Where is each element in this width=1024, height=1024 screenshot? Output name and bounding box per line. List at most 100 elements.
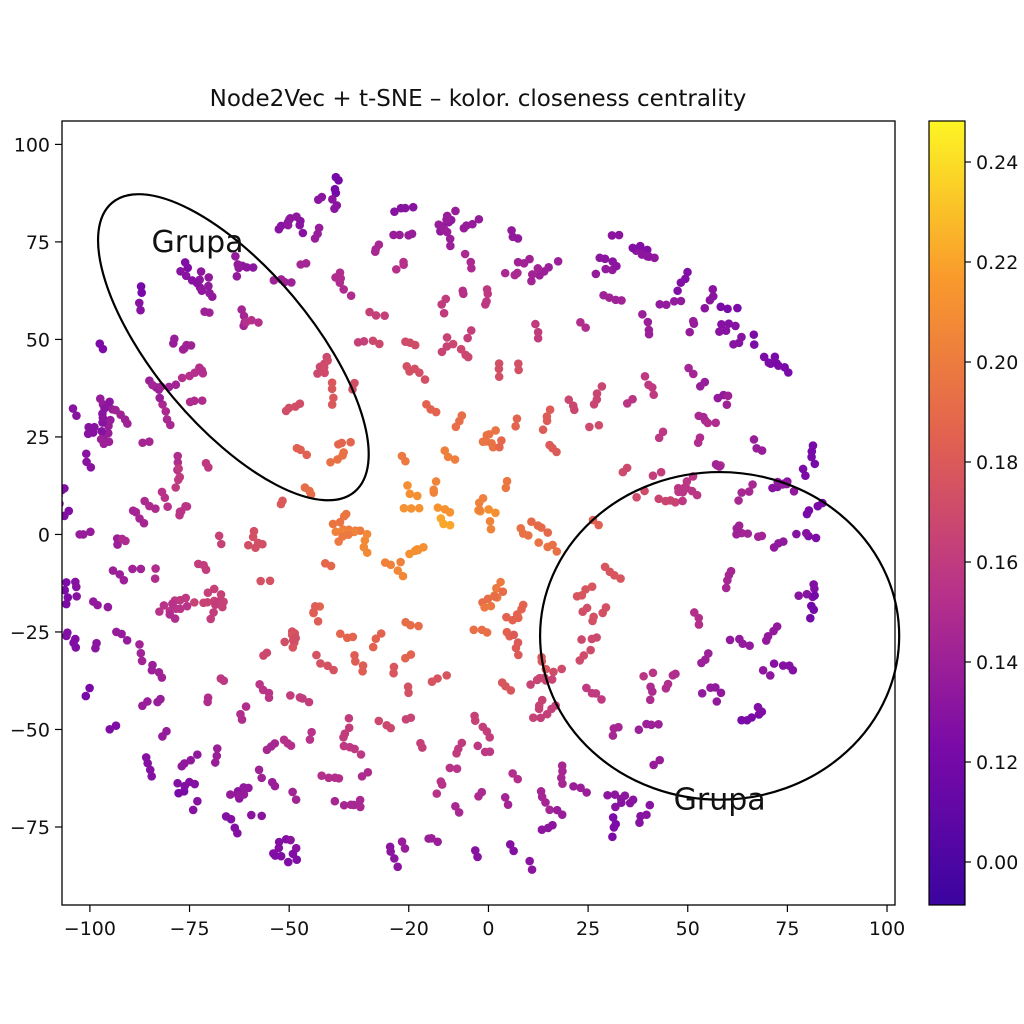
- colorbar: [928, 120, 966, 906]
- data-point: [180, 258, 190, 267]
- data-point: [414, 621, 423, 631]
- data-point: [528, 270, 537, 279]
- data-point: [469, 625, 479, 635]
- chart-title: Node2Vec + t-SNE – kolor. closeness cent…: [210, 86, 747, 112]
- data-point: [518, 600, 528, 610]
- y-tick-label: −50: [10, 719, 50, 741]
- data-point: [601, 603, 611, 612]
- data-point: [514, 365, 523, 375]
- data-point: [239, 790, 249, 799]
- data-point: [346, 800, 356, 810]
- data-point: [327, 378, 337, 387]
- data-point: [298, 228, 308, 238]
- data-point: [514, 650, 523, 660]
- data-point: [809, 580, 818, 589]
- data-point: [288, 849, 298, 859]
- data-point: [389, 668, 398, 678]
- data-point: [337, 438, 347, 448]
- data-point: [592, 633, 601, 642]
- data-point: [111, 405, 120, 415]
- data-point: [533, 333, 543, 343]
- data-point: [628, 243, 638, 253]
- data-point: [136, 305, 145, 315]
- x-tick-label: −50: [269, 918, 309, 940]
- data-point: [477, 787, 487, 797]
- data-point: [494, 372, 504, 382]
- data-point: [552, 547, 562, 556]
- data-point: [620, 791, 630, 800]
- data-point: [193, 559, 203, 569]
- data-point: [635, 818, 644, 828]
- data-point: [145, 437, 154, 447]
- data-point: [389, 662, 399, 672]
- data-point: [339, 800, 349, 810]
- data-point: [356, 750, 366, 759]
- data-point: [368, 336, 378, 346]
- data-point: [585, 422, 594, 432]
- data-point: [724, 319, 734, 328]
- data-point: [162, 726, 171, 736]
- data-point: [764, 358, 774, 367]
- data-point: [190, 779, 200, 789]
- data-point: [468, 219, 477, 229]
- data-point: [722, 400, 732, 409]
- data-point: [485, 516, 495, 526]
- data-point: [414, 503, 424, 513]
- data-point: [749, 340, 759, 349]
- data-point: [525, 254, 534, 264]
- data-point: [95, 394, 105, 403]
- data-point: [371, 634, 381, 644]
- data-point: [350, 378, 359, 388]
- data-point: [601, 264, 610, 274]
- data-point: [721, 583, 731, 593]
- data-point: [257, 811, 267, 821]
- data-point: [484, 505, 493, 514]
- data-point: [203, 588, 213, 598]
- data-point: [380, 311, 389, 320]
- data-point: [159, 601, 169, 610]
- data-point: [137, 656, 147, 666]
- data-point: [549, 667, 558, 677]
- data-point: [769, 659, 779, 668]
- data-point: [237, 305, 246, 314]
- data-point: [643, 317, 653, 327]
- data-point: [671, 669, 680, 679]
- data-point: [748, 480, 757, 489]
- data-point: [536, 787, 546, 796]
- data-point: [429, 485, 438, 495]
- colorbar-axis: 0.24 0.22 0.20 0.18 0.16 0.14 0.12 0.00: [965, 152, 1018, 874]
- data-point: [553, 257, 563, 266]
- data-point: [278, 496, 287, 506]
- data-point: [216, 674, 226, 683]
- data-point: [188, 805, 198, 815]
- data-point: [694, 411, 704, 421]
- data-point: [473, 852, 482, 862]
- data-point: [556, 773, 566, 783]
- data-point: [302, 450, 312, 460]
- data-point: [182, 340, 191, 350]
- data-point: [801, 471, 810, 481]
- data-point: [632, 492, 641, 502]
- data-point: [436, 777, 446, 786]
- colorbar-tick-label: 0.18: [976, 452, 1018, 474]
- data-point: [203, 693, 213, 702]
- y-axis: 100 75 50 25 0 −25 −50 −75: [10, 134, 62, 839]
- data-point: [445, 234, 455, 244]
- data-point: [204, 281, 213, 291]
- data-point: [440, 446, 450, 455]
- data-point: [544, 263, 553, 272]
- data-point: [576, 783, 585, 793]
- data-point: [457, 738, 467, 748]
- data-point: [431, 477, 441, 486]
- data-point: [678, 496, 687, 506]
- data-point: [295, 693, 305, 702]
- data-point: [405, 489, 415, 499]
- data-point: [737, 488, 746, 497]
- data-point: [533, 264, 543, 273]
- data-point: [148, 660, 157, 670]
- data-point: [330, 184, 340, 194]
- data-point: [587, 688, 597, 698]
- data-point: [212, 751, 222, 761]
- data-point: [785, 661, 794, 670]
- data-point: [798, 464, 808, 474]
